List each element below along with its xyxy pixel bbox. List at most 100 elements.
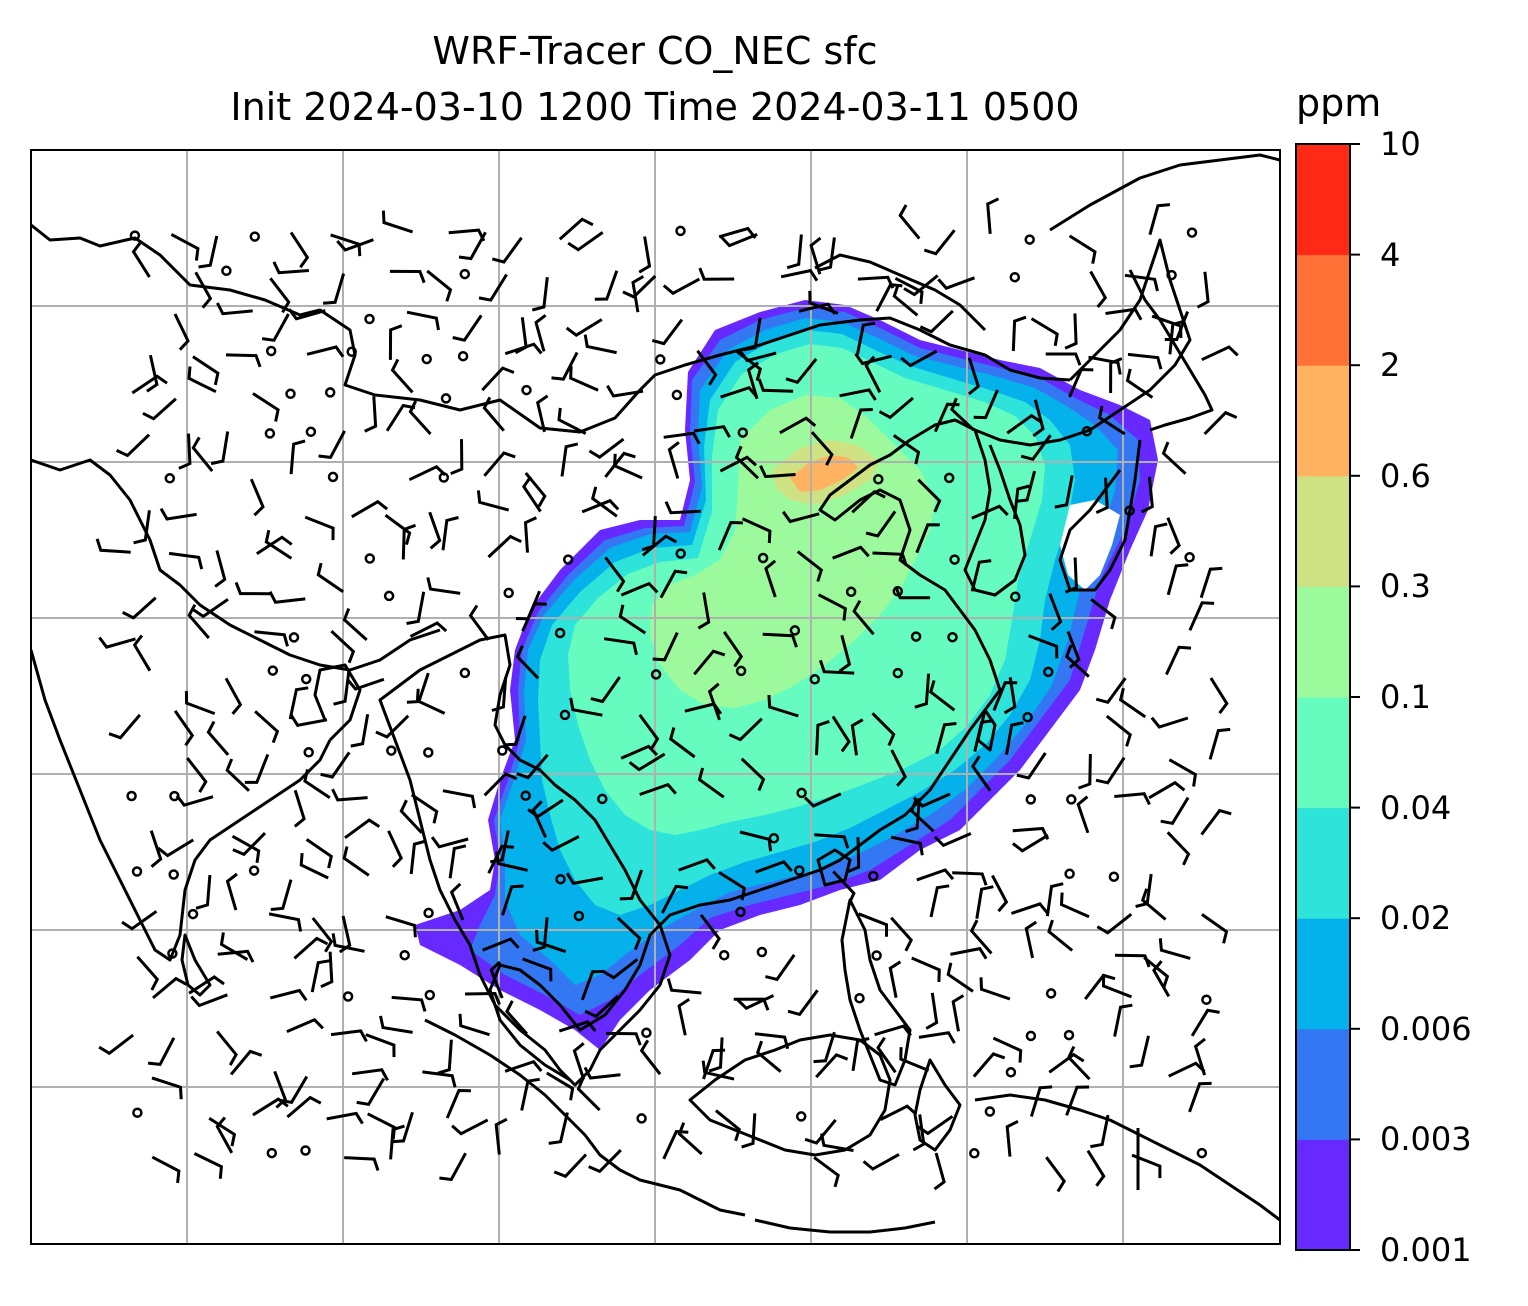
wind-barb [191, 436, 214, 473]
colorbar-tick-label: 0.6 [1380, 456, 1431, 495]
wind-barb [422, 1070, 457, 1088]
wind-barb [1201, 913, 1229, 944]
colorbar-tick-label: 0.3 [1380, 567, 1431, 606]
wind-barb [759, 465, 796, 479]
wind-barb [660, 884, 689, 914]
wind-barb [1015, 470, 1037, 503]
wind-barb [1168, 1061, 1206, 1078]
wind-barb [714, 1109, 741, 1142]
colorbar-tick-label: 0.1 [1380, 678, 1431, 716]
wind-barb [583, 1066, 621, 1080]
wind-barb [741, 1113, 757, 1149]
wind-barb [264, 529, 293, 560]
wind-barb [871, 712, 896, 747]
wind-barb [542, 835, 580, 853]
wind-barb [225, 872, 238, 911]
wind-barb [1152, 960, 1171, 998]
wind-barb [580, 969, 605, 1001]
calm-wind-marker [126, 790, 137, 802]
wind-barb [831, 715, 851, 753]
wind-barb [194, 271, 213, 309]
wind-barb [232, 832, 267, 857]
wind-barb [219, 932, 249, 961]
wind-barb [331, 933, 365, 953]
wind-barb [847, 837, 861, 874]
wind-barb [224, 677, 243, 715]
wind-barb [1140, 888, 1167, 921]
wind-barb [478, 273, 508, 302]
colorbar-segment [1296, 697, 1350, 809]
calm-wind-marker [187, 908, 199, 920]
wind-barb [818, 659, 855, 675]
wind-barb [391, 995, 427, 1012]
calm-wind-marker [327, 471, 339, 483]
wind-barb [1160, 796, 1190, 825]
wind-barb [136, 955, 160, 991]
wind-barb [917, 478, 942, 513]
wind-barb [808, 290, 839, 315]
wind-barb [1096, 913, 1133, 935]
calm-wind-marker [1025, 1030, 1037, 1042]
calm-wind-marker [718, 949, 730, 961]
wind-barb [919, 309, 954, 334]
wind-barb [838, 634, 852, 673]
wind-barb [131, 374, 168, 395]
calm-wind-marker [554, 627, 566, 639]
wind-barb [664, 501, 701, 515]
wind-barb [495, 851, 528, 872]
wind-barb [1010, 902, 1049, 915]
wind-barb [322, 273, 346, 305]
wind-barb [430, 836, 469, 849]
calm-wind-marker [364, 313, 375, 325]
wind-barb [121, 910, 158, 931]
wind-barb [796, 550, 824, 582]
wind-barb [576, 1077, 601, 1112]
calm-wind-marker [868, 870, 879, 882]
wind-barb [900, 349, 938, 368]
wind-barb [764, 559, 777, 598]
wind-barb [890, 749, 908, 787]
wind-barb [523, 516, 538, 553]
wind-barb [173, 313, 190, 351]
wind-barb [1114, 792, 1151, 806]
wind-barb [195, 874, 212, 910]
wind-barb [855, 321, 876, 355]
wind-barb [483, 451, 516, 477]
wind-barb [1166, 563, 1189, 596]
colorbar-tick-label: 2 [1380, 346, 1401, 385]
wind-barb [344, 1156, 380, 1171]
wind-barb [249, 478, 265, 517]
wind-barb [560, 442, 579, 477]
calm-wind-marker [1066, 794, 1077, 805]
calm-wind-marker [421, 353, 432, 365]
coastline-sulawesi [913, 1058, 962, 1152]
wind-barb [299, 852, 329, 880]
colorbar-tick-label: 0.04 [1380, 788, 1452, 827]
wind-barb [603, 637, 638, 656]
wind-barb [718, 871, 747, 901]
wind-barb [536, 394, 549, 433]
wind-barb [149, 830, 163, 868]
wind-barb [929, 884, 950, 918]
coastline-philippines [840, 898, 912, 1087]
wind-barb [933, 1152, 946, 1191]
calm-wind-marker [503, 587, 514, 599]
wind-barb [252, 392, 280, 422]
wind-barb [351, 499, 389, 519]
colorbar-segment [1296, 807, 1350, 919]
wind-barb [785, 357, 818, 385]
calm-wind-marker [871, 950, 882, 961]
wind-barb [131, 241, 151, 278]
wind-barb [534, 314, 547, 352]
wind-barb [810, 431, 834, 466]
wind-barb [320, 751, 351, 779]
wind-barb [289, 231, 310, 269]
wind-barb [1076, 795, 1090, 834]
wind-barb [326, 1111, 364, 1125]
wind-barb [330, 1029, 368, 1043]
wind-barb [384, 513, 412, 545]
wind-barb [928, 679, 956, 712]
calm-wind-marker [167, 948, 178, 959]
wind-barb [270, 879, 293, 911]
wind-barb [310, 959, 331, 993]
